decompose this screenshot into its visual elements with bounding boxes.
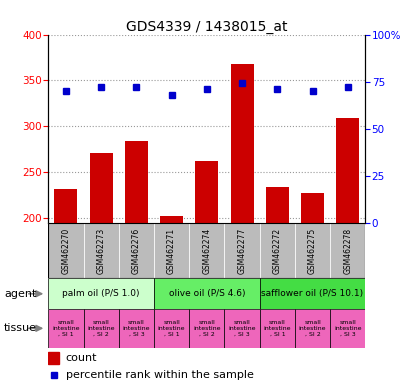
Text: GSM462274: GSM462274 [202,227,211,274]
Bar [48,278,154,309]
Bar [336,118,359,223]
Text: GSM462272: GSM462272 [273,227,282,274]
Bar [231,64,254,223]
Text: count: count [66,353,97,363]
Bar [160,216,183,223]
Bar [260,278,365,309]
Text: small
intestine
, SI 2: small intestine , SI 2 [299,320,326,337]
Text: GSM462275: GSM462275 [308,227,317,274]
Bar [301,194,324,223]
Bar [260,309,295,348]
Bar [189,309,224,348]
Bar [55,189,77,223]
Text: small
intestine
, SI 2: small intestine , SI 2 [87,320,115,337]
Bar [84,223,119,278]
Bar [84,309,119,348]
Bar [195,161,218,223]
Text: olive oil (P/S 4.6): olive oil (P/S 4.6) [168,289,245,298]
Text: small
intestine
, SI 1: small intestine , SI 1 [158,320,185,337]
Bar [154,223,189,278]
Bar [189,223,224,278]
Bar [90,153,113,223]
Text: small
intestine
, SI 3: small intestine , SI 3 [123,320,150,337]
Bar [295,223,330,278]
Text: GSM462273: GSM462273 [97,227,106,274]
Bar [224,309,260,348]
Bar [295,309,330,348]
Text: GSM462276: GSM462276 [132,227,141,274]
Bar [119,223,154,278]
Bar [330,309,365,348]
Bar [154,309,189,348]
Text: agent: agent [4,289,37,299]
Text: GSM462271: GSM462271 [167,227,176,274]
Text: small
intestine
, SI 1: small intestine , SI 1 [52,320,80,337]
Text: small
intestine
, SI 2: small intestine , SI 2 [193,320,221,337]
Bar [224,223,260,278]
Bar [154,278,260,309]
Bar [330,223,365,278]
Text: safflower oil (P/S 10.1): safflower oil (P/S 10.1) [262,289,364,298]
Bar [48,223,84,278]
Bar [266,187,289,223]
Text: tissue: tissue [4,323,37,333]
Title: GDS4339 / 1438015_at: GDS4339 / 1438015_at [126,20,288,33]
Text: GSM462277: GSM462277 [238,227,247,274]
Text: GSM462278: GSM462278 [343,227,352,274]
Text: percentile rank within the sample: percentile rank within the sample [66,370,254,380]
Bar [48,352,59,364]
Bar [260,223,295,278]
Text: small
intestine
, SI 3: small intestine , SI 3 [334,320,362,337]
Text: GSM462270: GSM462270 [61,227,71,274]
Bar [119,309,154,348]
Text: palm oil (P/S 1.0): palm oil (P/S 1.0) [63,289,140,298]
Bar [48,309,84,348]
Text: small
intestine
, SI 1: small intestine , SI 1 [264,320,291,337]
Bar [125,141,148,223]
Text: small
intestine
, SI 3: small intestine , SI 3 [228,320,256,337]
